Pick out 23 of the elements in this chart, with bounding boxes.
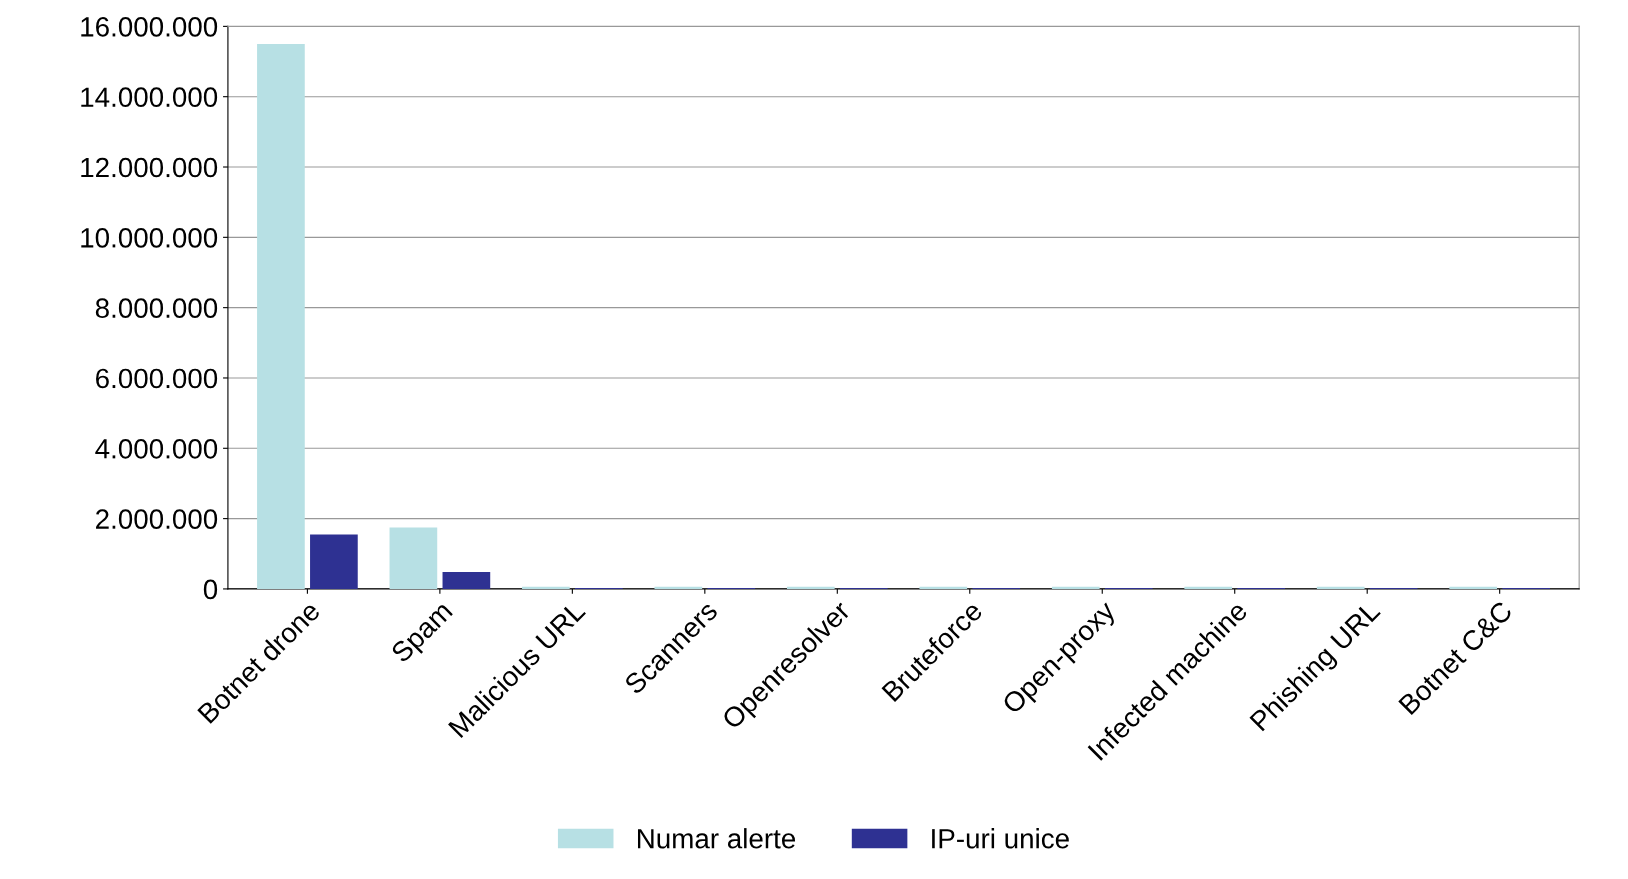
- y-tick-label: 4.000.000: [95, 438, 218, 459]
- y-tick-label: 0: [203, 579, 218, 600]
- bar: [389, 527, 438, 589]
- bar: [1449, 586, 1498, 589]
- y-tick-label: 6.000.000: [96, 368, 218, 389]
- bar: [257, 43, 305, 589]
- y-tick-label: 12.000.000: [81, 157, 218, 178]
- bar: [442, 572, 491, 589]
- bar: [919, 586, 968, 589]
- y-tick-label: 8.000.000: [95, 298, 218, 318]
- y-tick-label: 2.000.000: [96, 509, 218, 529]
- bar: [786, 586, 835, 589]
- bar: [1051, 586, 1100, 589]
- y-tick-label: 14.000.000: [81, 87, 218, 108]
- legend-label: IP-uri unice: [932, 828, 1069, 849]
- bar: [310, 534, 358, 589]
- legend-label: Numar alerte: [637, 828, 796, 849]
- bar: [1316, 586, 1365, 589]
- y-tick-label: 16.000.000: [81, 17, 218, 37]
- bar: [654, 586, 703, 589]
- y-tick-label: 10.000.000: [81, 228, 218, 248]
- bar: [1184, 586, 1233, 589]
- bar: [522, 586, 570, 589]
